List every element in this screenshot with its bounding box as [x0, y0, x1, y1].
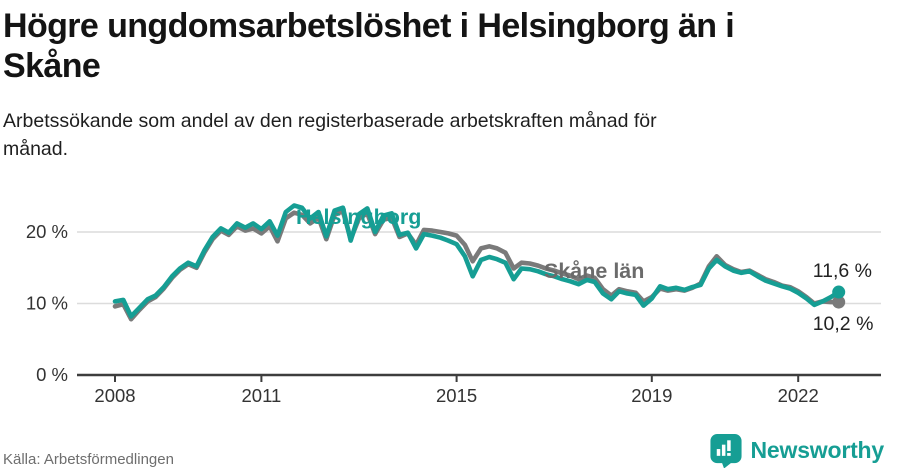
- end-dot-helsingborg: [832, 285, 846, 299]
- y-tick-label-20: 20 %: [26, 221, 68, 242]
- chart-subtitle-line-1: Arbetssökande som andel av den registerb…: [3, 110, 657, 132]
- end-value-label-helsingborg: 11,6 %: [813, 260, 872, 282]
- x-tick-label-2011: 2011: [242, 385, 282, 406]
- x-tick-label-2015: 2015: [436, 385, 477, 406]
- newsworthy-bubble-barchart-icon: [709, 433, 742, 468]
- series-line-helsingborg: [112, 203, 842, 319]
- series-label-sk-ne-l-n: Skåne län: [544, 259, 644, 283]
- chart-subtitle-line-2: månad.: [3, 138, 69, 160]
- source-note: Källa: Arbetsförmedlingen: [3, 451, 174, 468]
- series-label-helsingborg: Helsingborg: [296, 205, 421, 229]
- line-chart-svg: 2008 2011 2015 2019 2022 0 % 10 % 20 % 10,2 % Skå…: [26, 203, 881, 406]
- page-title-line-2: Skåne: [3, 47, 101, 85]
- x-tick-label-2022: 2022: [778, 385, 819, 406]
- y-tick-label-10: 10 %: [26, 293, 68, 314]
- end-dot-sk-ne-l-n: [832, 295, 846, 309]
- page-title: Högre ungdomsarbetslöshet i Helsingborg …: [3, 6, 900, 86]
- x-tick-label-2008: 2008: [94, 385, 135, 406]
- newsworthy-logo: Newsworthy: [709, 433, 884, 468]
- line-chart: 2008 2011 2015 2019 2022 0 % 10 % 20 % 10,2 % Skå…: [0, 177, 900, 427]
- end-value-label-sk-ne-l-n: 10,2 %: [813, 313, 874, 335]
- chart-subtitle: Arbetssökande som andel av den registerb…: [3, 107, 900, 163]
- chart-footer: Källa: Arbetsförmedlingen Newsworthy: [0, 433, 900, 468]
- newsworthy-logo-text: Newsworthy: [750, 437, 885, 463]
- page-title-line-1: Högre ungdomsarbetslöshet i Helsingborg …: [3, 7, 735, 45]
- y-tick-label-0: 0 %: [36, 364, 68, 385]
- x-tick-label-2019: 2019: [631, 385, 672, 406]
